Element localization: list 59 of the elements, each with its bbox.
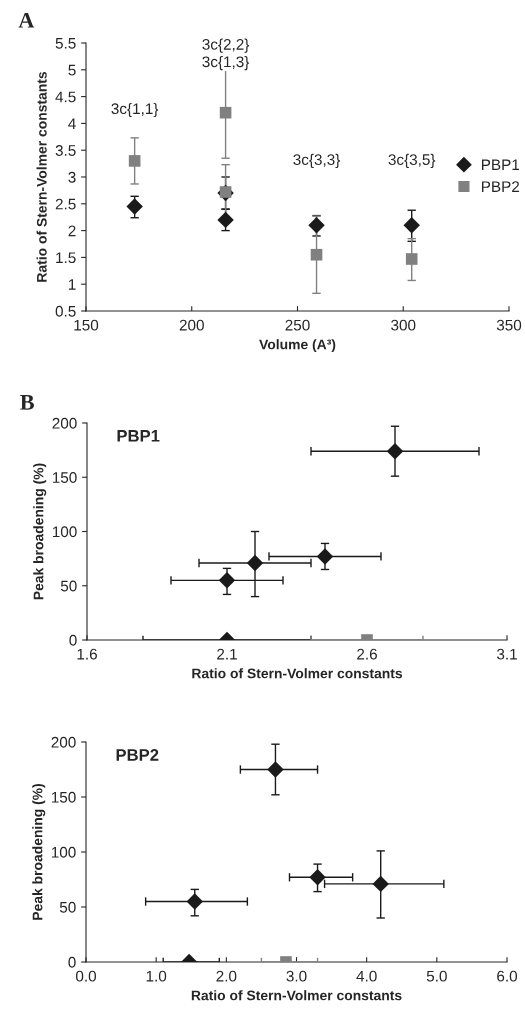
x-tick-label: 300	[391, 319, 416, 331]
y-tick-label: 4.5	[55, 91, 76, 103]
y-tick-label: 3	[68, 171, 76, 183]
x-tick-label: 2.6	[357, 648, 377, 660]
y-tick-label: 2	[68, 225, 76, 237]
x-tick-label: 6.0	[497, 970, 518, 982]
y-tick-label: 1.5	[56, 252, 76, 264]
chart-title: PBP2	[116, 749, 159, 761]
x-tick-label: 350	[496, 319, 522, 331]
y-tick-label: 100	[52, 526, 77, 538]
x-tick-label: 1.6	[77, 648, 97, 660]
y-tick-label: 150	[51, 791, 76, 803]
y-tick-label: 0	[68, 956, 76, 968]
y-tick-label: 3.5	[55, 145, 76, 156]
y-tick-label: 5.5	[55, 38, 76, 49]
y-tick-label: 5	[68, 64, 76, 76]
point	[405, 253, 418, 265]
point	[128, 155, 141, 167]
y-axis-title: Peak broadening (%)	[33, 463, 47, 600]
y-tick-label: 50	[60, 580, 77, 592]
point	[403, 217, 420, 234]
y-axis-title: Peak broadening (%)	[32, 784, 46, 920]
x-tick-label: 4.0	[356, 970, 377, 982]
x-tick-label: 2.1	[217, 648, 237, 660]
point	[126, 198, 143, 215]
y-tick-label: 200	[51, 736, 76, 748]
annotation: 3c{1,3}	[202, 55, 250, 71]
chart-title: PBP1	[117, 430, 160, 442]
x-axis-title: Volume (A³)	[259, 339, 336, 353]
legend-label: PBP1	[481, 159, 520, 171]
x-tick-label: 1.0	[146, 970, 167, 982]
x-tick-label: 250	[285, 319, 310, 331]
y-axis-title: Ratio of Stern-Volmer constants	[36, 71, 47, 282]
annotation: 3c{3,3}	[293, 153, 341, 169]
x-axis-title: Ratio of Stern-Volmer constants	[191, 990, 402, 1001]
y-tick-label: 50	[59, 901, 76, 913]
y-tick-label: 200	[52, 417, 77, 429]
text: A	[18, 12, 35, 28]
y-tick-label: 100	[51, 846, 76, 858]
x-tick-label: 5.0	[426, 970, 447, 982]
point	[310, 248, 323, 261]
y-tick-label: 150	[52, 472, 77, 483]
y-tick-label: 0	[69, 634, 77, 646]
y-tick-label: 4	[68, 118, 76, 129]
x-axis-title: Ratio of Stern-Volmer constants	[192, 668, 403, 679]
point	[219, 106, 232, 119]
x-tick-label: 200	[179, 319, 204, 331]
x-tick-label: 3.0	[286, 970, 307, 982]
annotation: 3c{3,5}	[388, 153, 436, 169]
y-tick-label: 2.5	[55, 198, 76, 210]
text: B	[20, 395, 34, 410]
y-tick-label: 0.5	[55, 305, 76, 317]
x-tick-label: 2.0	[216, 970, 237, 982]
annotation: 3c{2,2}	[202, 38, 250, 53]
x-tick-label: 3.1	[496, 648, 517, 660]
y-tick-label: 1	[68, 279, 76, 290]
legend-label: PBP2	[481, 181, 520, 192]
annotation: 3c{1,1}	[111, 102, 159, 118]
x-tick-label: 0.0	[75, 970, 97, 982]
